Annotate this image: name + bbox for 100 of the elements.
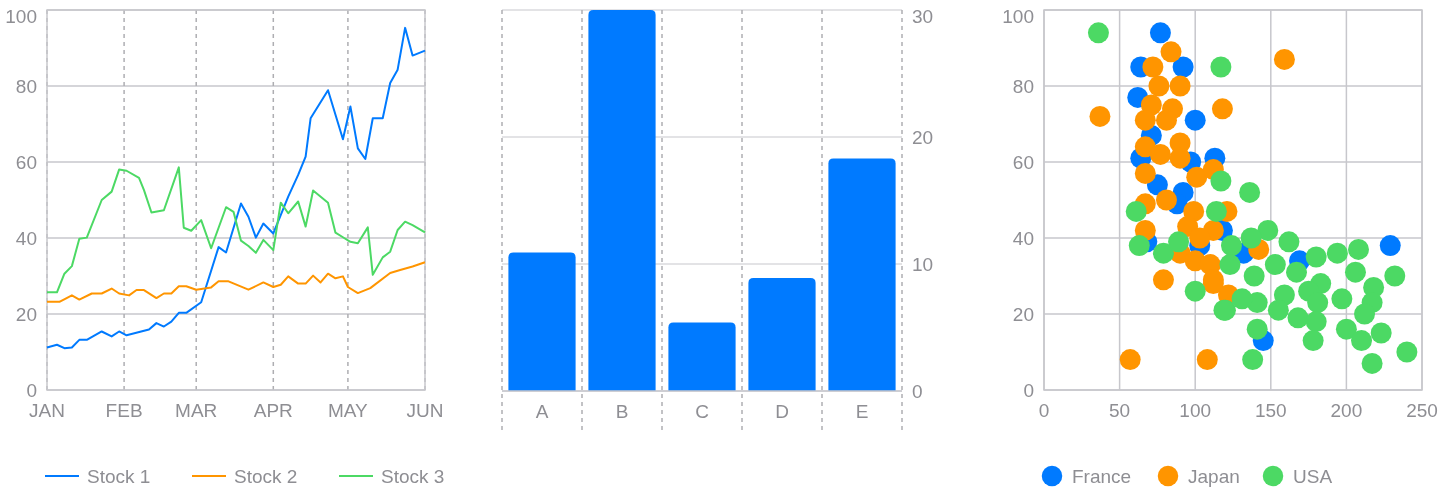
- point: [1396, 341, 1418, 363]
- legend-label: Stock 1: [87, 465, 151, 487]
- point: [1305, 311, 1327, 333]
- x-tick-label: 250: [1406, 400, 1438, 421]
- point: [1134, 136, 1156, 158]
- point: [1128, 235, 1150, 257]
- point: [1152, 242, 1174, 264]
- legend-label: France: [1072, 465, 1132, 487]
- line-series: [46, 166, 426, 294]
- point: [1287, 307, 1309, 329]
- point: [1243, 265, 1265, 287]
- x-tick-label: 0: [1038, 400, 1050, 421]
- point: [1169, 75, 1191, 97]
- point: [1305, 246, 1327, 268]
- legend-label: Japan: [1188, 465, 1240, 487]
- y-tick-label: 20: [15, 303, 37, 325]
- point: [1278, 231, 1300, 253]
- point: [1089, 105, 1111, 127]
- y-tick-label: 60: [15, 151, 37, 173]
- legend-label: Stock 3: [381, 465, 445, 487]
- point: [1210, 170, 1232, 192]
- point: [1155, 189, 1177, 211]
- point: [1125, 200, 1147, 222]
- y-tick-label: 40: [15, 227, 37, 249]
- point: [1370, 322, 1392, 344]
- point: [1335, 318, 1357, 340]
- point: [1302, 330, 1324, 352]
- point: [1242, 349, 1264, 371]
- line-series: [46, 261, 426, 303]
- point: [1134, 162, 1156, 184]
- x-tick-label: 50: [1109, 400, 1131, 421]
- point: [1189, 227, 1211, 249]
- y2-tick-label: 10: [912, 253, 934, 275]
- point: [1231, 288, 1253, 310]
- point: [1149, 22, 1171, 44]
- x-tick-label: C: [695, 401, 709, 422]
- point: [1184, 109, 1206, 131]
- x-tick-label: 100: [1179, 400, 1212, 421]
- point: [1267, 299, 1289, 321]
- point: [1351, 330, 1373, 352]
- point: [1155, 109, 1177, 131]
- point: [1240, 227, 1262, 249]
- point: [1184, 280, 1206, 302]
- point: [1354, 303, 1376, 325]
- x-tick-label: JAN: [29, 400, 65, 421]
- x-tick-label: E: [855, 401, 869, 422]
- y2-tick-label: 20: [912, 126, 934, 148]
- point: [1172, 56, 1194, 78]
- point: [1210, 56, 1232, 78]
- point: [1246, 318, 1268, 340]
- point: [1149, 143, 1171, 165]
- point: [1273, 48, 1295, 70]
- point: [1326, 242, 1348, 264]
- point: [1331, 288, 1353, 310]
- y2-tick-label: 30: [912, 6, 934, 28]
- line-series: [46, 26, 426, 350]
- point: [1186, 166, 1208, 188]
- y-tick-label: 0: [26, 379, 37, 401]
- y-tick-label: 40: [1012, 227, 1034, 249]
- legend-label: USA: [1293, 465, 1333, 487]
- x-tick-label: MAR: [175, 400, 218, 421]
- point: [1119, 349, 1141, 371]
- point: [1286, 261, 1307, 283]
- point: [1257, 219, 1279, 241]
- x-tick-label: JUN: [406, 400, 444, 421]
- point: [1169, 147, 1191, 169]
- x-tick-label: D: [775, 401, 789, 422]
- point: [1307, 292, 1329, 314]
- y-tick-label: 80: [15, 75, 37, 97]
- point: [1205, 200, 1227, 222]
- point: [1087, 22, 1109, 44]
- point: [1220, 235, 1242, 257]
- point: [1160, 41, 1182, 63]
- y-tick-label: 100: [1002, 6, 1034, 28]
- x-tick-label: MAY: [328, 400, 369, 421]
- point: [1219, 254, 1241, 276]
- point: [1134, 109, 1156, 131]
- point: [1379, 235, 1401, 257]
- point: [1148, 75, 1170, 97]
- point: [1361, 352, 1383, 374]
- y-tick-label: 60: [1012, 151, 1034, 173]
- x-tick-label: APR: [253, 400, 293, 421]
- point: [1344, 261, 1366, 283]
- point: [1168, 231, 1190, 253]
- y-tick-label: 80: [1012, 75, 1034, 97]
- point: [1264, 254, 1286, 276]
- legend-label: Stock 2: [234, 465, 298, 487]
- point: [1196, 349, 1218, 371]
- x-tick-label: FEB: [105, 400, 143, 421]
- point: [1142, 56, 1164, 78]
- point: [1239, 181, 1261, 203]
- x-tick-label: 200: [1330, 400, 1363, 421]
- y-tick-label: 20: [1012, 303, 1034, 325]
- x-tick-label: B: [615, 401, 629, 422]
- y-tick-label: 0: [1023, 379, 1034, 401]
- x-tick-label: 150: [1254, 400, 1287, 421]
- point: [1211, 98, 1233, 120]
- point: [1152, 269, 1174, 291]
- point: [1384, 265, 1406, 287]
- point: [1348, 238, 1369, 260]
